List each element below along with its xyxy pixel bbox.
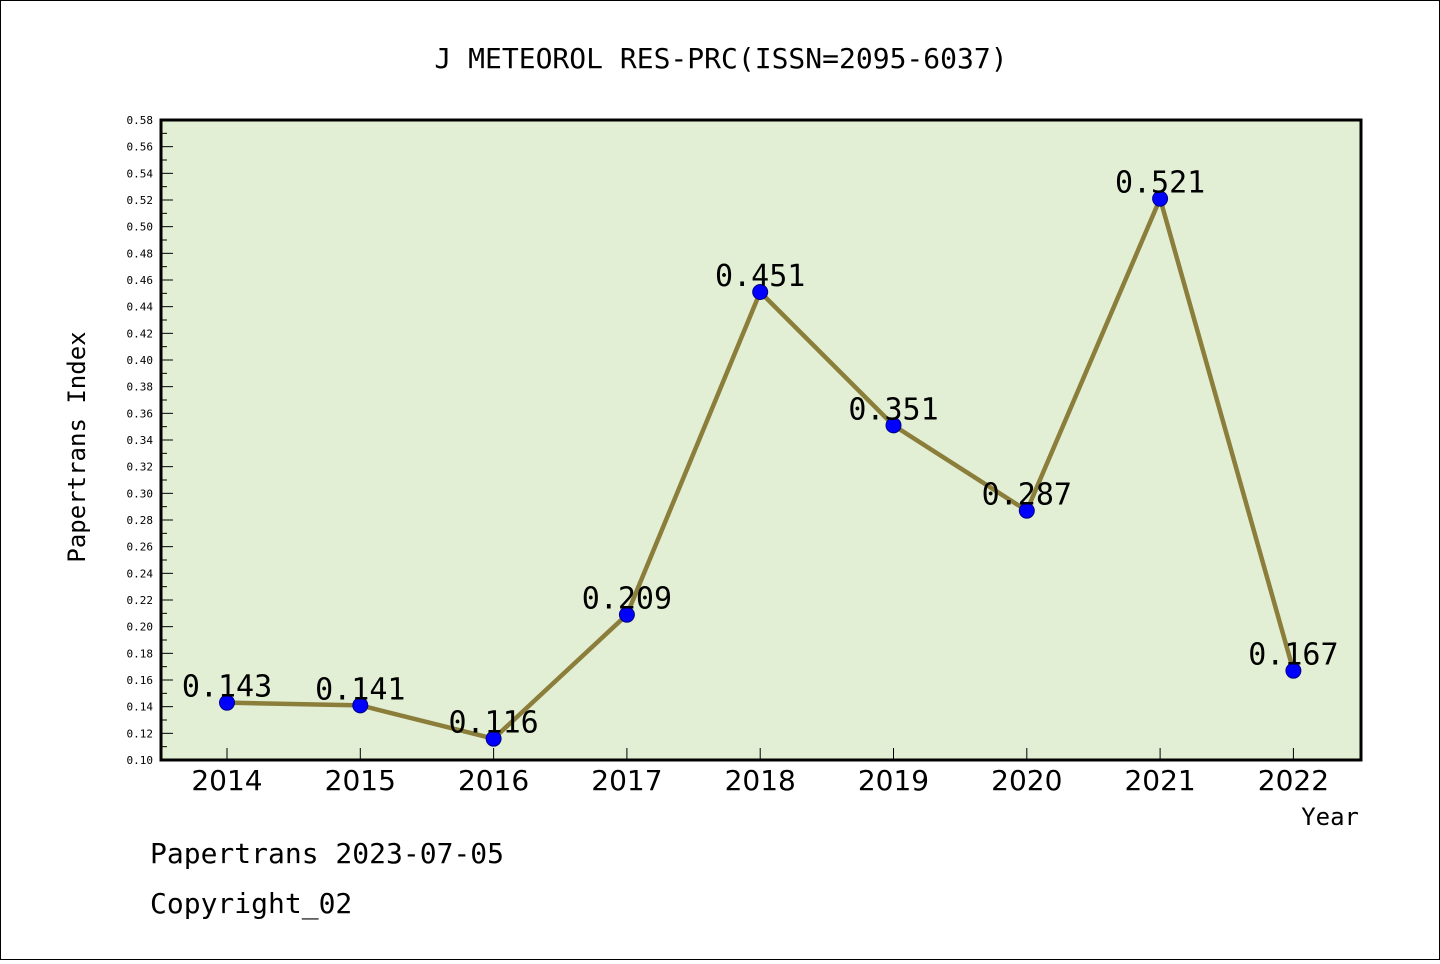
series-layer <box>219 190 1302 747</box>
y-tick-label: 0.34 <box>127 434 154 447</box>
data-point <box>885 417 902 434</box>
y-axis-label: Papertrans Index <box>63 331 91 562</box>
y-tick-label: 0.30 <box>127 487 154 500</box>
x-tick-label: 2019 <box>858 764 929 797</box>
x-axis-label: Year <box>1301 803 1359 831</box>
data-point <box>1285 662 1302 679</box>
y-tick-label: 0.56 <box>127 141 154 154</box>
data-label: 0.351 <box>848 392 938 427</box>
y-tick-label: 0.40 <box>127 354 154 367</box>
y-tick-label: 0.54 <box>127 167 154 180</box>
y-tick-label: 0.50 <box>127 221 154 234</box>
data-point <box>219 694 235 711</box>
data-point <box>752 284 769 300</box>
x-axis: 2014 2015 2016 2017 2018 2019 2020 2021 2022 <box>191 748 1329 797</box>
y-tick-label: 0.22 <box>127 594 154 607</box>
x-tick-label: 2021 <box>1124 764 1195 797</box>
footer-date: Papertrans 2023-07-05 <box>150 837 504 870</box>
y-tick-label: 0.32 <box>127 461 154 474</box>
data-label: 0.287 <box>982 478 1072 513</box>
data-label: 0.167 <box>1248 638 1338 673</box>
data-label: 0.143 <box>182 670 272 705</box>
data-point <box>352 697 369 714</box>
y-tick-label: 0.46 <box>127 274 154 287</box>
y-tick-label: 0.24 <box>127 567 154 580</box>
y-tick-label: 0.26 <box>127 541 154 554</box>
y-tick-label: 0.48 <box>127 247 154 260</box>
y-tick-label: 0.28 <box>127 514 154 527</box>
y-tick-label: 0.18 <box>127 647 154 660</box>
data-labels-layer: 0.143 0.141 0.116 0.209 0.451 0.351 0.287 0.521… <box>182 166 1339 741</box>
data-point <box>618 606 635 623</box>
data-label: 0.451 <box>715 259 805 294</box>
y-tick-label: 0.58 <box>127 114 154 127</box>
y-tick-label: 0.36 <box>127 407 154 420</box>
data-label: 0.521 <box>1115 166 1205 201</box>
y-axis: 0.10 0.12 0.14 0.16 0.18 0.20 0.22 0.24 0.26 0.28… <box>127 114 173 767</box>
y-tick-label: 0.38 <box>127 381 154 394</box>
x-tick-label: 2018 <box>725 764 796 797</box>
data-label: 0.141 <box>315 672 405 707</box>
x-tick-label: 2014 <box>191 764 262 797</box>
y-tick-label: 0.16 <box>127 674 154 687</box>
y-tick-label: 0.44 <box>127 301 154 314</box>
data-point <box>1018 502 1035 519</box>
x-tick-label: 2020 <box>991 764 1062 797</box>
data-point <box>485 730 502 747</box>
plot-area <box>159 118 1363 762</box>
x-tick-label: 2015 <box>325 764 396 797</box>
y-tick-label: 0.10 <box>127 754 154 767</box>
y-tick-label: 0.20 <box>127 621 154 634</box>
data-label: 0.209 <box>582 582 672 617</box>
x-tick-label: 2022 <box>1258 764 1329 797</box>
footer-copyright: Copyright_02 <box>150 887 352 921</box>
data-point <box>1152 190 1169 207</box>
x-tick-label: 2016 <box>458 764 529 797</box>
y-tick-label: 0.52 <box>127 194 154 207</box>
data-label: 0.116 <box>448 706 538 741</box>
y-tick-label: 0.14 <box>127 701 154 714</box>
y-tick-label: 0.42 <box>127 327 154 340</box>
x-tick-label: 2017 <box>591 764 662 797</box>
y-tick-label: 0.12 <box>127 727 154 740</box>
chart-title: J METEOROL RES-PRC(ISSN=2095-6037) <box>434 42 1007 75</box>
